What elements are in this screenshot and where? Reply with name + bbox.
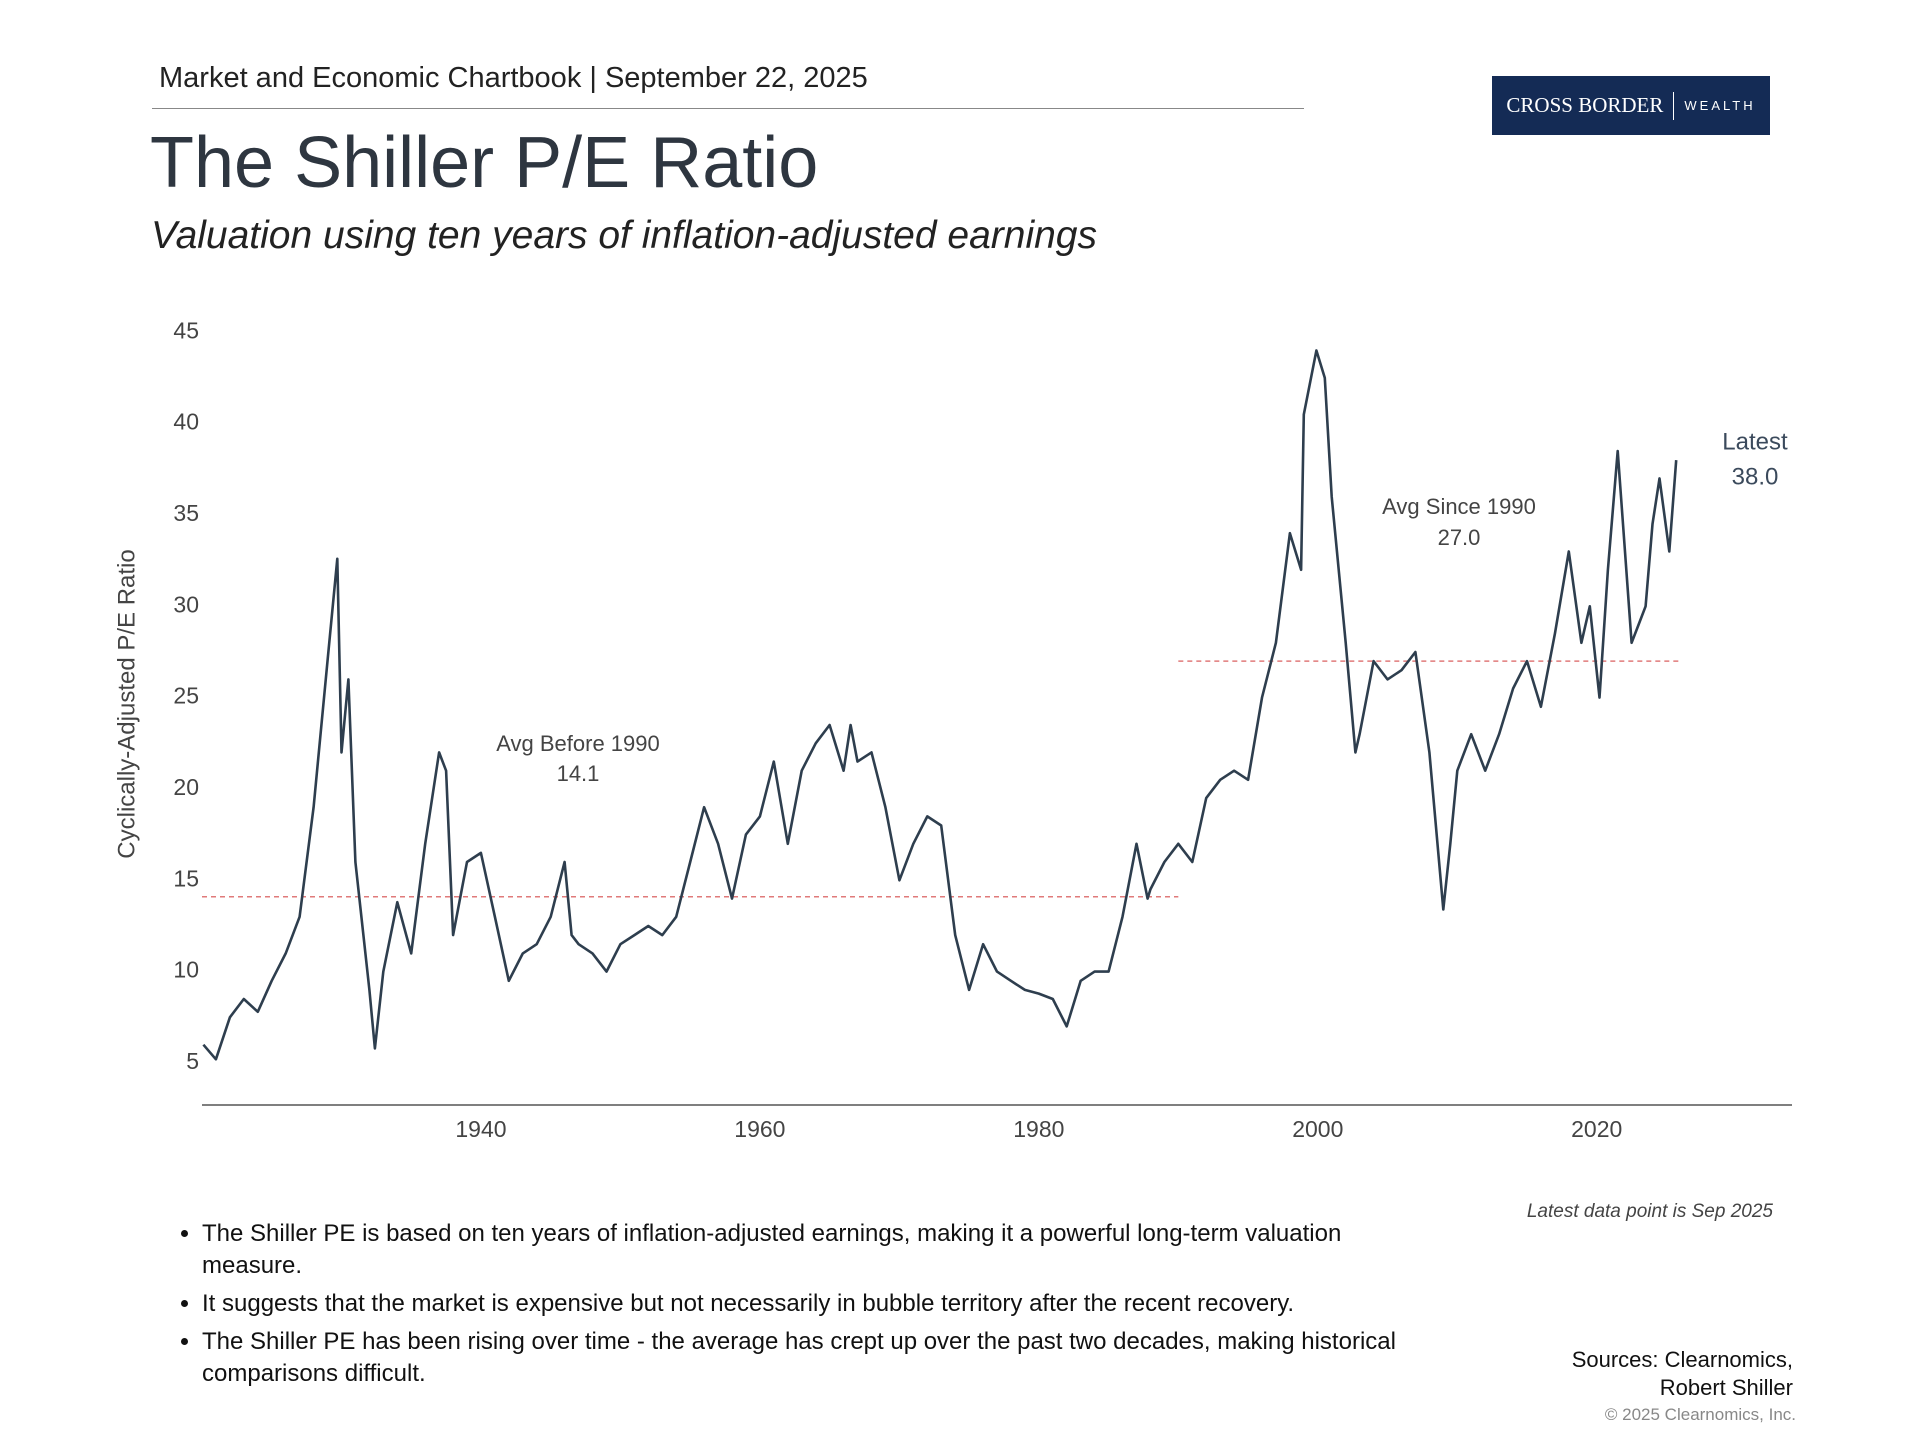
data-line — [202, 349, 1678, 1061]
x-tick-label: 1960 — [734, 1116, 785, 1142]
sources-line: Robert Shiller — [1659, 1375, 1793, 1400]
latest-value: 38.0 — [1732, 463, 1779, 490]
bullet-list: The Shiller PE is based on ten years of … — [174, 1218, 1402, 1396]
logo-main: CROSS BORDER — [1506, 93, 1664, 117]
y-axis-label: Cyclically-Adjusted P/E Ratio — [113, 549, 140, 858]
y-tick-label: 10 — [173, 957, 199, 983]
y-tick-label: 35 — [173, 500, 199, 526]
annotation-label: Avg Before 1990 — [496, 731, 660, 756]
latest-label: Latest — [1722, 428, 1788, 455]
chart-subtitle: Valuation using ten years of inflation-a… — [151, 214, 1097, 257]
annotation-label: Avg Since 1990 — [1382, 494, 1536, 519]
y-tick-label: 40 — [173, 409, 199, 435]
y-tick-label: 5 — [186, 1048, 199, 1074]
x-tick-label: 1940 — [455, 1116, 506, 1142]
sources-line: Sources: Clearnomics, — [1571, 1347, 1793, 1372]
bullet: The Shiller PE is based on ten years of … — [202, 1218, 1402, 1282]
y-tick-label: 30 — [173, 591, 199, 617]
chart-title: The Shiller P/E Ratio — [150, 123, 819, 203]
header-rule — [152, 108, 1304, 109]
bullet: It suggests that the market is expensive… — [202, 1288, 1402, 1320]
y-tick-label: 20 — [173, 774, 199, 800]
logo-divider — [1673, 91, 1675, 120]
note: Latest data point is Sep 2025 — [1527, 1201, 1774, 1222]
y-tick-label: 45 — [173, 317, 199, 343]
copyright: © 2025 Clearnomics, Inc. — [1604, 1405, 1796, 1424]
x-tick-label: 2000 — [1292, 1116, 1343, 1142]
sources: Sources: Clearnomics, Robert Shiller — [1572, 1346, 1793, 1402]
logo-sub: WEALTH — [1684, 98, 1756, 113]
annotation-value: 27.0 — [1438, 525, 1481, 550]
annotation-value: 14.1 — [557, 761, 600, 786]
logo: CROSS BORDER WEALTH — [1492, 76, 1770, 135]
x-tick-label: 1980 — [1013, 1116, 1064, 1142]
header-line: Market and Economic Chartbook | Septembe… — [159, 62, 868, 94]
y-tick-label: 25 — [173, 683, 199, 709]
x-tick-label: 2020 — [1571, 1116, 1622, 1142]
y-tick-label: 15 — [173, 865, 199, 891]
bullet: The Shiller PE has been rising over time… — [202, 1326, 1402, 1390]
